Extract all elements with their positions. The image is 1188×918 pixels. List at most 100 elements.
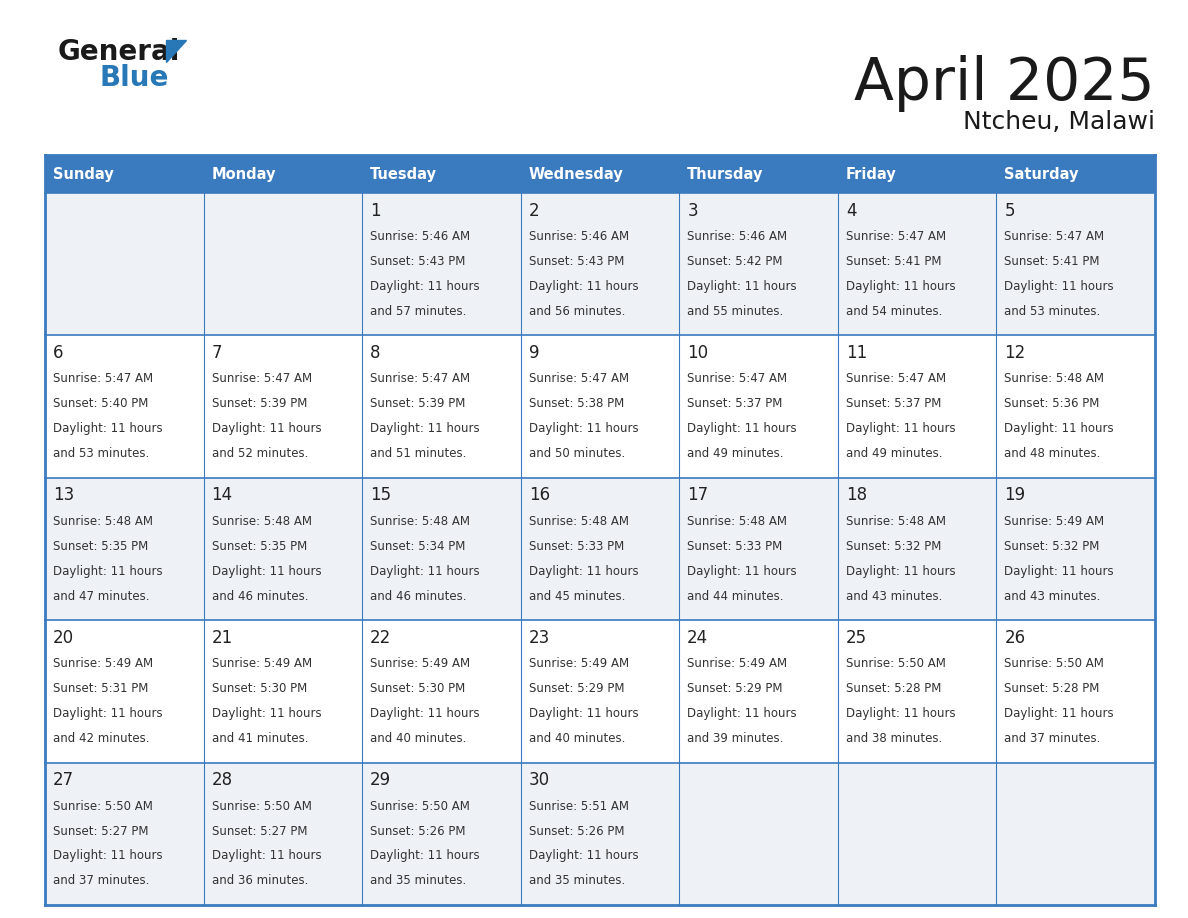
- Text: 21: 21: [211, 629, 233, 647]
- Text: 30: 30: [529, 771, 550, 789]
- Text: Daylight: 11 hours: Daylight: 11 hours: [371, 849, 480, 863]
- Text: Daylight: 11 hours: Daylight: 11 hours: [1004, 707, 1114, 720]
- Text: Sunrise: 5:48 AM: Sunrise: 5:48 AM: [846, 515, 946, 528]
- Bar: [680, 155, 838, 193]
- Text: Sunrise: 5:49 AM: Sunrise: 5:49 AM: [371, 657, 470, 670]
- Text: and 45 minutes.: and 45 minutes.: [529, 589, 625, 602]
- Text: Daylight: 11 hours: Daylight: 11 hours: [846, 422, 955, 435]
- Text: Sunset: 5:30 PM: Sunset: 5:30 PM: [211, 682, 307, 695]
- Text: Daylight: 11 hours: Daylight: 11 hours: [53, 422, 163, 435]
- Text: Sunrise: 5:50 AM: Sunrise: 5:50 AM: [846, 657, 946, 670]
- Text: Daylight: 11 hours: Daylight: 11 hours: [211, 849, 321, 863]
- Text: and 54 minutes.: and 54 minutes.: [846, 305, 942, 318]
- Text: Sunrise: 5:49 AM: Sunrise: 5:49 AM: [1004, 515, 1105, 528]
- Text: 17: 17: [687, 487, 708, 504]
- Text: Sunrise: 5:47 AM: Sunrise: 5:47 AM: [371, 373, 470, 386]
- Bar: [362, 155, 520, 193]
- Text: Sunset: 5:40 PM: Sunset: 5:40 PM: [53, 397, 148, 410]
- Text: and 56 minutes.: and 56 minutes.: [529, 305, 625, 318]
- Text: and 50 minutes.: and 50 minutes.: [529, 447, 625, 460]
- Text: and 57 minutes.: and 57 minutes.: [371, 305, 467, 318]
- Text: Sunrise: 5:49 AM: Sunrise: 5:49 AM: [53, 657, 153, 670]
- Text: Sunset: 5:30 PM: Sunset: 5:30 PM: [371, 682, 466, 695]
- Text: April 2025: April 2025: [854, 55, 1155, 112]
- Text: General: General: [58, 38, 181, 66]
- Text: 20: 20: [53, 629, 74, 647]
- Text: Sunrise: 5:47 AM: Sunrise: 5:47 AM: [211, 373, 311, 386]
- Text: 26: 26: [1004, 629, 1025, 647]
- Text: 28: 28: [211, 771, 233, 789]
- Text: and 35 minutes.: and 35 minutes.: [529, 874, 625, 888]
- Text: Daylight: 11 hours: Daylight: 11 hours: [846, 280, 955, 293]
- Text: Sunset: 5:37 PM: Sunset: 5:37 PM: [846, 397, 941, 410]
- Text: Sunset: 5:32 PM: Sunset: 5:32 PM: [1004, 540, 1100, 553]
- Text: Blue: Blue: [100, 64, 170, 92]
- Text: Sunset: 5:36 PM: Sunset: 5:36 PM: [1004, 397, 1100, 410]
- Bar: [45, 763, 1155, 905]
- Text: 25: 25: [846, 629, 867, 647]
- Text: Sunset: 5:38 PM: Sunset: 5:38 PM: [529, 397, 624, 410]
- Text: Sunrise: 5:48 AM: Sunrise: 5:48 AM: [1004, 373, 1105, 386]
- Text: Sunset: 5:31 PM: Sunset: 5:31 PM: [53, 682, 148, 695]
- Text: and 43 minutes.: and 43 minutes.: [1004, 589, 1101, 602]
- Text: Daylight: 11 hours: Daylight: 11 hours: [53, 707, 163, 720]
- Bar: [45, 155, 203, 193]
- Text: and 53 minutes.: and 53 minutes.: [53, 447, 150, 460]
- Bar: [45, 193, 1155, 335]
- Text: Sunset: 5:41 PM: Sunset: 5:41 PM: [1004, 255, 1100, 268]
- Text: Daylight: 11 hours: Daylight: 11 hours: [53, 565, 163, 577]
- Text: Sunrise: 5:49 AM: Sunrise: 5:49 AM: [529, 657, 628, 670]
- Text: Sunset: 5:26 PM: Sunset: 5:26 PM: [371, 824, 466, 837]
- Text: and 38 minutes.: and 38 minutes.: [846, 732, 942, 745]
- Text: Sunset: 5:28 PM: Sunset: 5:28 PM: [1004, 682, 1100, 695]
- Text: and 35 minutes.: and 35 minutes.: [371, 874, 467, 888]
- Text: 7: 7: [211, 344, 222, 362]
- Text: Sunrise: 5:48 AM: Sunrise: 5:48 AM: [211, 515, 311, 528]
- Text: 11: 11: [846, 344, 867, 362]
- Text: Sunset: 5:43 PM: Sunset: 5:43 PM: [529, 255, 624, 268]
- Text: 1: 1: [371, 202, 380, 219]
- Text: Sunset: 5:28 PM: Sunset: 5:28 PM: [846, 682, 941, 695]
- Text: Daylight: 11 hours: Daylight: 11 hours: [529, 565, 638, 577]
- Text: and 42 minutes.: and 42 minutes.: [53, 732, 150, 745]
- Text: 8: 8: [371, 344, 380, 362]
- Bar: [997, 155, 1155, 193]
- Text: Sunrise: 5:47 AM: Sunrise: 5:47 AM: [53, 373, 153, 386]
- Text: Sunset: 5:39 PM: Sunset: 5:39 PM: [371, 397, 466, 410]
- Text: 24: 24: [687, 629, 708, 647]
- Text: Sunrise: 5:51 AM: Sunrise: 5:51 AM: [529, 800, 628, 812]
- Polygon shape: [166, 40, 187, 62]
- Bar: [520, 155, 680, 193]
- Text: and 40 minutes.: and 40 minutes.: [529, 732, 625, 745]
- Text: Sunset: 5:29 PM: Sunset: 5:29 PM: [529, 682, 624, 695]
- Bar: [45, 621, 1155, 763]
- Text: and 44 minutes.: and 44 minutes.: [687, 589, 784, 602]
- Text: Sunset: 5:27 PM: Sunset: 5:27 PM: [211, 824, 307, 837]
- Text: Sunrise: 5:49 AM: Sunrise: 5:49 AM: [687, 657, 788, 670]
- Text: 22: 22: [371, 629, 391, 647]
- Text: Sunrise: 5:49 AM: Sunrise: 5:49 AM: [211, 657, 311, 670]
- Text: and 37 minutes.: and 37 minutes.: [1004, 732, 1101, 745]
- Text: and 49 minutes.: and 49 minutes.: [846, 447, 942, 460]
- Text: Sunset: 5:41 PM: Sunset: 5:41 PM: [846, 255, 941, 268]
- Text: and 55 minutes.: and 55 minutes.: [687, 305, 783, 318]
- Text: and 53 minutes.: and 53 minutes.: [1004, 305, 1100, 318]
- Text: and 46 minutes.: and 46 minutes.: [371, 589, 467, 602]
- Text: Sunset: 5:43 PM: Sunset: 5:43 PM: [371, 255, 466, 268]
- Text: Daylight: 11 hours: Daylight: 11 hours: [846, 565, 955, 577]
- Text: 23: 23: [529, 629, 550, 647]
- Text: Friday: Friday: [846, 166, 897, 182]
- Bar: [203, 155, 362, 193]
- Text: Sunrise: 5:47 AM: Sunrise: 5:47 AM: [529, 373, 628, 386]
- Text: Sunset: 5:37 PM: Sunset: 5:37 PM: [687, 397, 783, 410]
- Text: and 52 minutes.: and 52 minutes.: [211, 447, 308, 460]
- Text: and 43 minutes.: and 43 minutes.: [846, 589, 942, 602]
- Text: Daylight: 11 hours: Daylight: 11 hours: [687, 422, 797, 435]
- Text: Daylight: 11 hours: Daylight: 11 hours: [529, 849, 638, 863]
- Text: and 47 minutes.: and 47 minutes.: [53, 589, 150, 602]
- Text: and 36 minutes.: and 36 minutes.: [211, 874, 308, 888]
- Text: Saturday: Saturday: [1004, 166, 1079, 182]
- Text: 14: 14: [211, 487, 233, 504]
- Text: 19: 19: [1004, 487, 1025, 504]
- Text: Sunset: 5:26 PM: Sunset: 5:26 PM: [529, 824, 624, 837]
